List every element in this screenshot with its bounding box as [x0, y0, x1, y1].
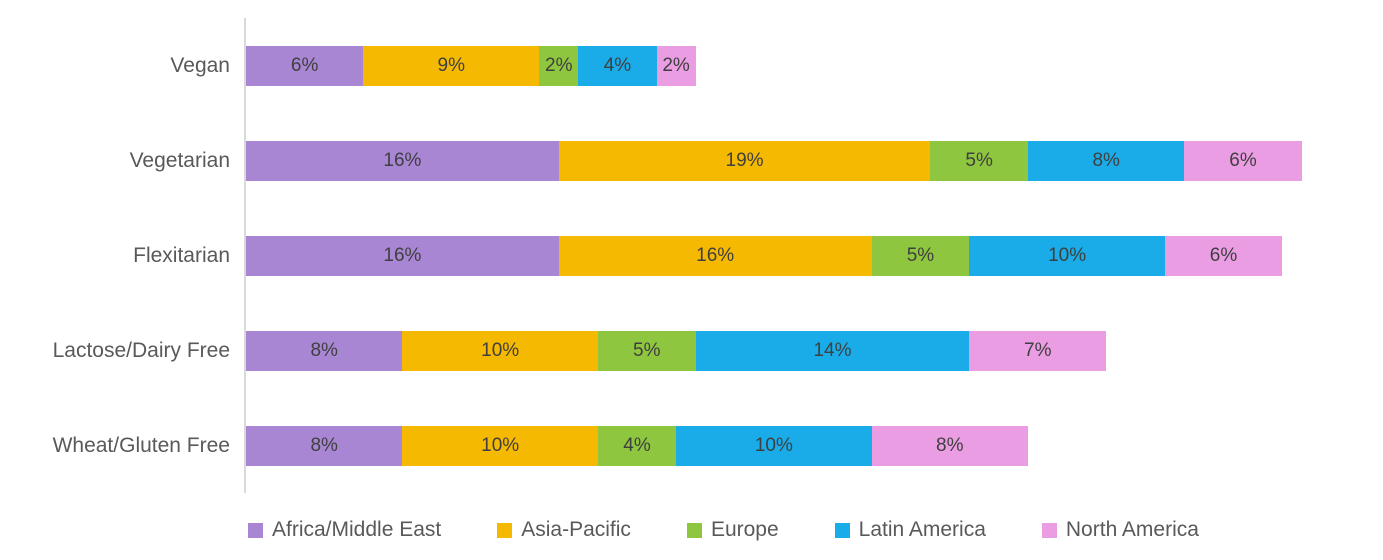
bar-segment: 19% [558, 140, 931, 181]
legend-label: Latin America [858, 518, 986, 541]
bar-segment-label: 2% [545, 54, 573, 76]
bar-segment: 16% [246, 140, 559, 181]
bar-segment: 7% [969, 330, 1107, 371]
legend-item: Asia-Pacific [497, 518, 631, 542]
bar-segment-label: 16% [696, 244, 735, 266]
bar-segment: 2% [539, 45, 579, 86]
bar-segment: 8% [871, 425, 1028, 466]
bar-segment-label: 16% [383, 149, 422, 171]
bar-segment-label: 6% [1209, 244, 1238, 266]
bar-segment-label: 8% [1092, 149, 1120, 171]
legend-label: Asia-Pacific [521, 518, 631, 541]
bar-segment: 10% [402, 425, 598, 466]
bar-segment-label: 4% [623, 434, 651, 456]
bar-segment-label: 7% [1024, 339, 1052, 361]
bar-segment: 5% [930, 140, 1028, 181]
bar-segment-label: 4% [603, 54, 632, 76]
legend-item: North America [1041, 518, 1199, 542]
bar-row: 16% 16% 5% 10% 6% [246, 235, 1283, 276]
legend-swatch-icon [248, 522, 263, 538]
bar-segment: 8% [1027, 140, 1185, 181]
category-label: Wheat/Gluten Free [52, 433, 230, 457]
bar-segment: 8% [246, 330, 403, 371]
bar-segment-label: 10% [481, 339, 520, 361]
legend-item: Africa/Middle East [248, 518, 441, 542]
category-label: Lactose/Dairy Free [52, 338, 230, 362]
bar-segment: 5% [597, 330, 696, 371]
legend-label: Africa/Middle East [272, 518, 442, 541]
bar-segment: 4% [597, 425, 677, 466]
bar-segment-label: 5% [906, 244, 935, 266]
bar-segment: 5% [871, 235, 970, 276]
legend-swatch-icon [686, 522, 702, 538]
bar-segment-label: 14% [813, 339, 852, 361]
bar-segment: 16% [246, 235, 559, 276]
legend-swatch-icon [834, 522, 850, 538]
category-label: Vegetarian [129, 148, 230, 172]
bar-segment: 8% [246, 425, 403, 466]
category-label: Flexitarian [133, 243, 230, 267]
legend-label: North America [1065, 518, 1199, 541]
bar-segment-label: 5% [965, 149, 993, 171]
bar-segment: 10% [969, 235, 1165, 276]
bar-row: 6% 9% 2% 4% 2% [246, 45, 696, 86]
bar-segment: 10% [676, 425, 872, 466]
category-label: Vegan [170, 53, 230, 77]
legend-swatch-icon [1041, 522, 1057, 538]
bar-row: 8% 10% 5% 14% 7% [246, 330, 1107, 371]
y-axis-line [244, 18, 246, 493]
bar-row: 16% 19% 5% 8% 6% [246, 140, 1302, 181]
bar-segment: 2% [656, 45, 696, 86]
bar-segment-label: 6% [1229, 149, 1257, 171]
bar-segment: 6% [246, 45, 364, 86]
legend-item: Europe [686, 518, 779, 542]
bar-row: 8% 10% 4% 10% 8% [246, 425, 1028, 466]
bar-segment-label: 8% [936, 434, 964, 456]
bar-segment-label: 8% [310, 339, 338, 361]
bar-segment: 16% [558, 235, 872, 276]
bar-segment-label: 19% [725, 149, 764, 171]
bar-segment-label: 5% [633, 339, 661, 361]
legend: Africa/Middle East Asia-Pacific Europe Lati… [248, 514, 1199, 546]
bar-segment-label: 10% [754, 434, 793, 456]
legend-item: Latin America [834, 518, 986, 542]
bar-segment-label: 2% [662, 54, 690, 76]
bar-segment: 6% [1164, 235, 1283, 276]
bar-segment: 9% [363, 45, 540, 86]
bar-segment: 14% [695, 330, 970, 371]
bar-segment-label: 6% [290, 54, 319, 76]
legend-swatch-icon [497, 522, 513, 538]
bar-segment-label: 10% [481, 434, 520, 456]
bar-segment-label: 8% [310, 434, 338, 456]
bar-segment: 10% [402, 330, 598, 371]
bar-segment-label: 10% [1048, 244, 1087, 266]
bar-segment: 4% [578, 45, 657, 86]
bar-segment-label: 9% [437, 54, 465, 76]
legend-label: Europe [710, 518, 779, 541]
bar-segment: 6% [1184, 140, 1302, 181]
bar-segment-label: 16% [383, 244, 422, 266]
